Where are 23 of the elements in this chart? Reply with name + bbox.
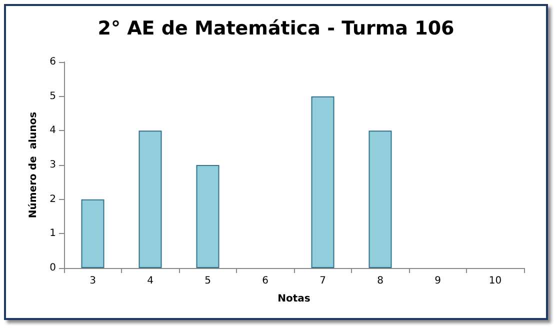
x-tick-label: 3 xyxy=(90,276,96,286)
bar xyxy=(138,130,162,268)
x-tick-label: 10 xyxy=(488,276,502,286)
x-tick-label: 8 xyxy=(377,276,384,286)
y-tick-label: 1 xyxy=(50,228,56,240)
y-axis-title: Número de alunos xyxy=(28,112,40,218)
x-axis-title: Notas xyxy=(278,294,310,304)
x-tick-label: 4 xyxy=(147,276,154,286)
y-tick-label: 2 xyxy=(50,194,56,205)
y-tick-label: 5 xyxy=(50,90,56,102)
y-tick-label: 3 xyxy=(50,160,56,170)
x-tick-label: 7 xyxy=(320,276,326,286)
x-tick-label: 5 xyxy=(204,276,211,286)
x-tick-label: 9 xyxy=(434,276,441,286)
bar xyxy=(368,130,392,268)
x-tick-label: 6 xyxy=(262,276,268,286)
y-tick-label: 0 xyxy=(50,262,56,274)
y-tick-label: 4 xyxy=(50,125,56,136)
chart-title: 2° AE de Matemática - Turma 106 xyxy=(98,18,454,40)
y-tick-label: 6 xyxy=(50,56,56,68)
bar xyxy=(196,165,220,268)
bar xyxy=(81,199,104,268)
bar xyxy=(311,96,334,268)
